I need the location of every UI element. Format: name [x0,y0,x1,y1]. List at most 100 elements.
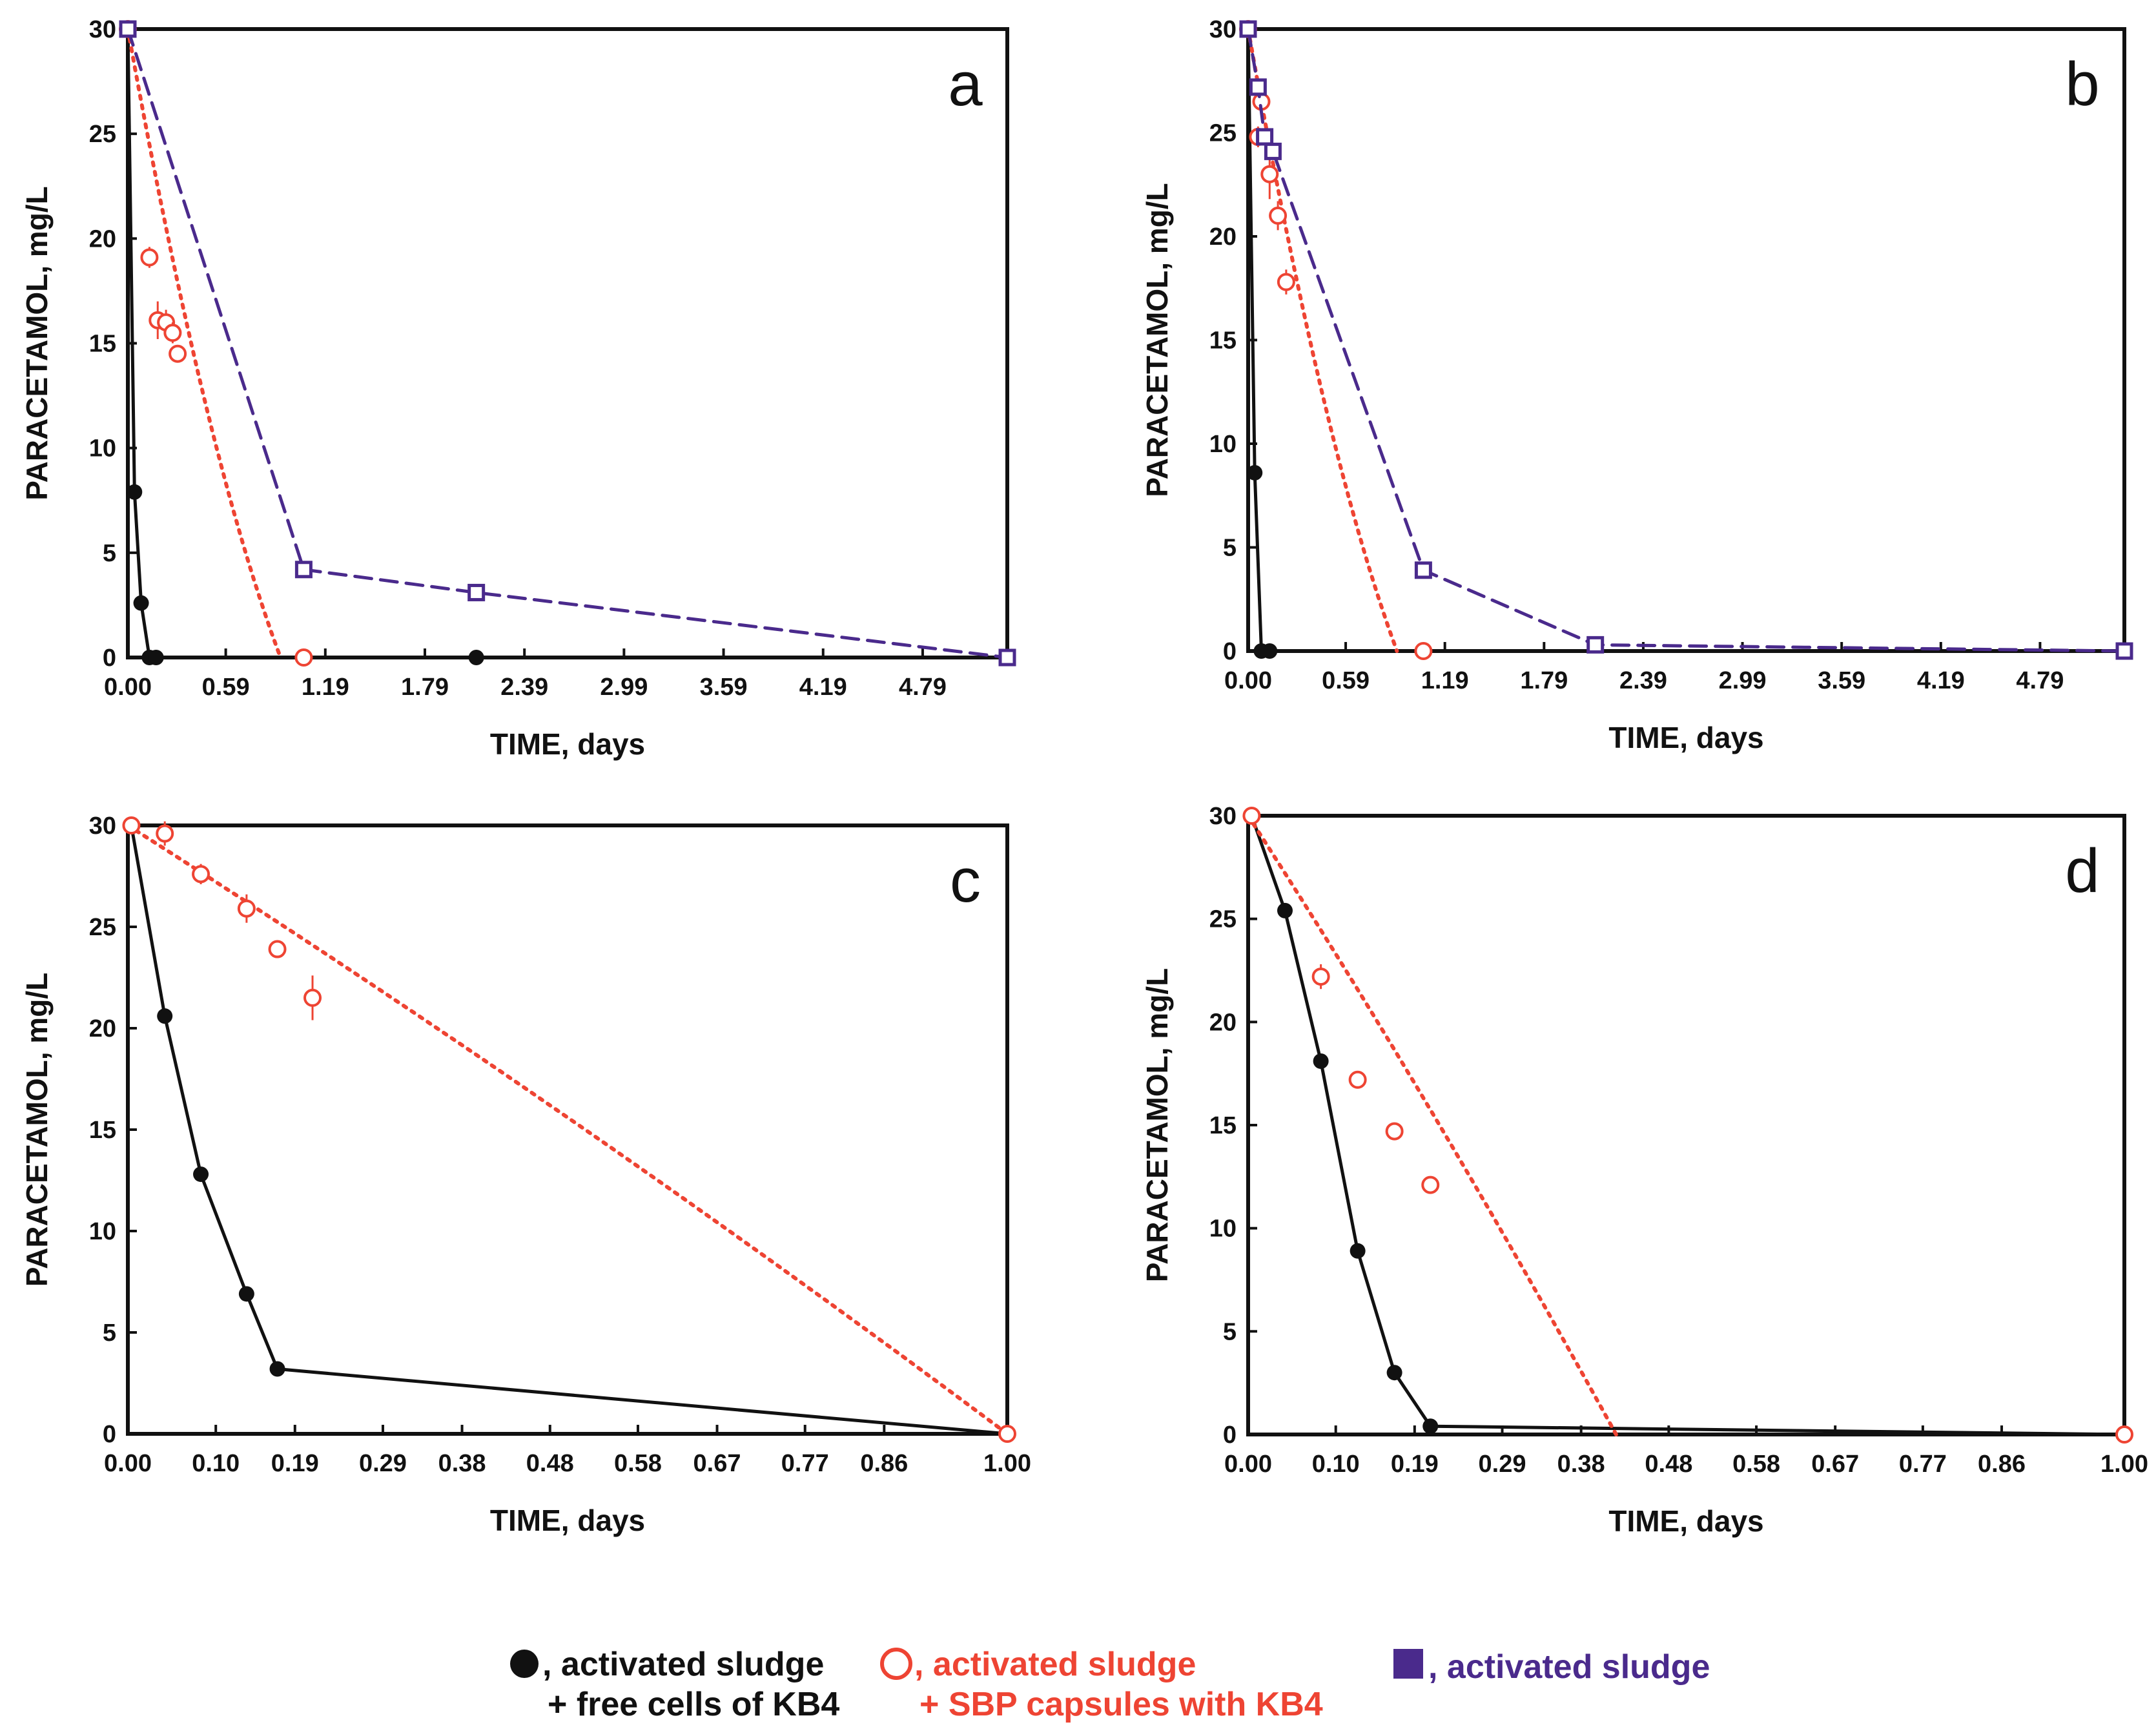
x-tick-label: 0.10 [1312,1451,1360,1478]
data-point [269,1361,285,1377]
series-line-red [1246,27,1399,653]
data-point [1421,1175,1440,1194]
y-tick-label: 5 [1223,1318,1237,1345]
x-tick-label: 0.19 [271,1450,319,1477]
x-tick-label: 1.79 [1520,667,1568,694]
y-tick-label: 0 [1223,638,1237,665]
y-tick-label: 15 [1209,1112,1237,1139]
y-tick-label: 0 [103,645,116,672]
panel-letter: c [950,846,981,915]
data-point [1350,1243,1366,1259]
data-point [157,1008,173,1024]
x-tick-label: 2.99 [600,674,648,701]
y-tick-label: 25 [89,121,116,148]
y-tick-label: 25 [1209,906,1237,933]
data-point [998,1425,1016,1443]
data-point [1264,142,1282,160]
plot-frame [126,823,1009,1436]
data-point [163,324,182,342]
x-tick-label: 1.79 [401,674,449,701]
data-point [1414,561,1432,579]
x-tick-label: 2.99 [1719,667,1767,694]
x-tick-label: 0.00 [104,1450,152,1477]
x-tick-label: 0.19 [1391,1451,1439,1478]
x-tick-label: 1.00 [2100,1451,2148,1478]
y-tick-label: 0 [103,1421,116,1448]
y-tick-label: 20 [1209,1009,1237,1036]
series-line-black [1249,814,2126,1436]
data-point [303,988,322,1007]
data-point [1586,636,1605,654]
y-tick-label: 15 [89,331,116,358]
y-tick-label: 5 [103,540,116,567]
x-tick-label: 0.67 [693,1450,741,1477]
x-tick-label: 0.59 [1322,667,1370,694]
series-line-red [126,27,283,659]
data-point [268,940,287,958]
chart-panel-a: 0 5 10 15 20 25 30 0.00 0.59 1.19 1.79 2.39 2.99 3.59… [20,16,1016,761]
data-point [1239,20,1257,38]
panel-letter: a [948,50,983,119]
x-tick-label: 4.79 [899,674,947,701]
y-tick-label: 20 [1209,223,1237,251]
series-black [1244,808,2132,1442]
x-tick-label: 0.29 [359,1450,407,1477]
series-black [123,818,1015,1442]
x-tick-label: 0.77 [781,1450,829,1477]
data-point [1249,78,1267,96]
plot-frame [126,27,1009,659]
data-point [133,595,149,611]
x-tick-label: 2.39 [500,674,548,701]
data-point [1260,165,1279,183]
legend-marker-open-circle [880,1648,912,1680]
x-tick-label: 0.10 [192,1450,240,1477]
series-red [122,816,1016,1443]
data-point [1277,273,1295,291]
data-point [1269,206,1288,225]
panel-letter: d [2065,836,2099,906]
x-axis-title: TIME, days [490,1504,645,1537]
data-point [140,248,159,267]
x-tick-label: 4.79 [2016,667,2064,694]
series-line-black [129,823,1009,1436]
x-axis-title: TIME, days [1608,721,1763,754]
data-point [1386,1365,1402,1381]
y-axis-title: PARACETAMOL, mg/L [1140,183,1174,497]
panels: 0 5 10 15 20 25 30 0.00 0.59 1.19 1.79 2.39 2.99 3.59… [20,16,2148,1538]
y-tick-label: 25 [89,914,116,941]
series-line-red [1246,814,1618,1436]
data-point [193,1166,209,1183]
y-tick-label: 5 [1223,535,1237,562]
x-tick-label: 1.19 [1421,667,1469,694]
y-tick-label: 10 [89,1218,116,1245]
legend-marker-filled-square [1393,1649,1423,1679]
y-tick-label: 25 [1209,120,1237,147]
x-tick-label: 0.29 [1479,1451,1526,1478]
data-point [467,583,486,601]
data-point [127,484,143,500]
series-line-purple [1246,27,2126,653]
y-tick-label: 20 [89,1015,116,1042]
panel-letter: b [2065,50,2099,119]
x-tick-label: 0.67 [1811,1451,1859,1478]
data-point [238,1286,254,1302]
data-point [468,650,484,665]
legend-marker-filled-circle [510,1650,539,1678]
series-line-purple [126,27,1009,659]
y-tick-label: 15 [1209,327,1237,355]
x-tick-label: 3.59 [700,674,748,701]
x-tick-label: 0.58 [614,1450,662,1477]
series-line-black [1246,27,1271,653]
y-tick-label: 10 [89,435,116,462]
series-red [119,20,313,667]
x-tick-label: 0.58 [1732,1451,1780,1478]
series-purple [119,20,1016,667]
data-point [1311,968,1330,986]
data-point [1277,902,1293,918]
legend-label-black-line1: , activated sludge [542,1646,824,1683]
data-point [1385,1122,1404,1141]
x-tick-label: 0.38 [1557,1451,1605,1478]
data-point [192,865,210,884]
x-tick-label: 0.48 [526,1450,574,1477]
x-axis-title: TIME, days [490,727,645,761]
